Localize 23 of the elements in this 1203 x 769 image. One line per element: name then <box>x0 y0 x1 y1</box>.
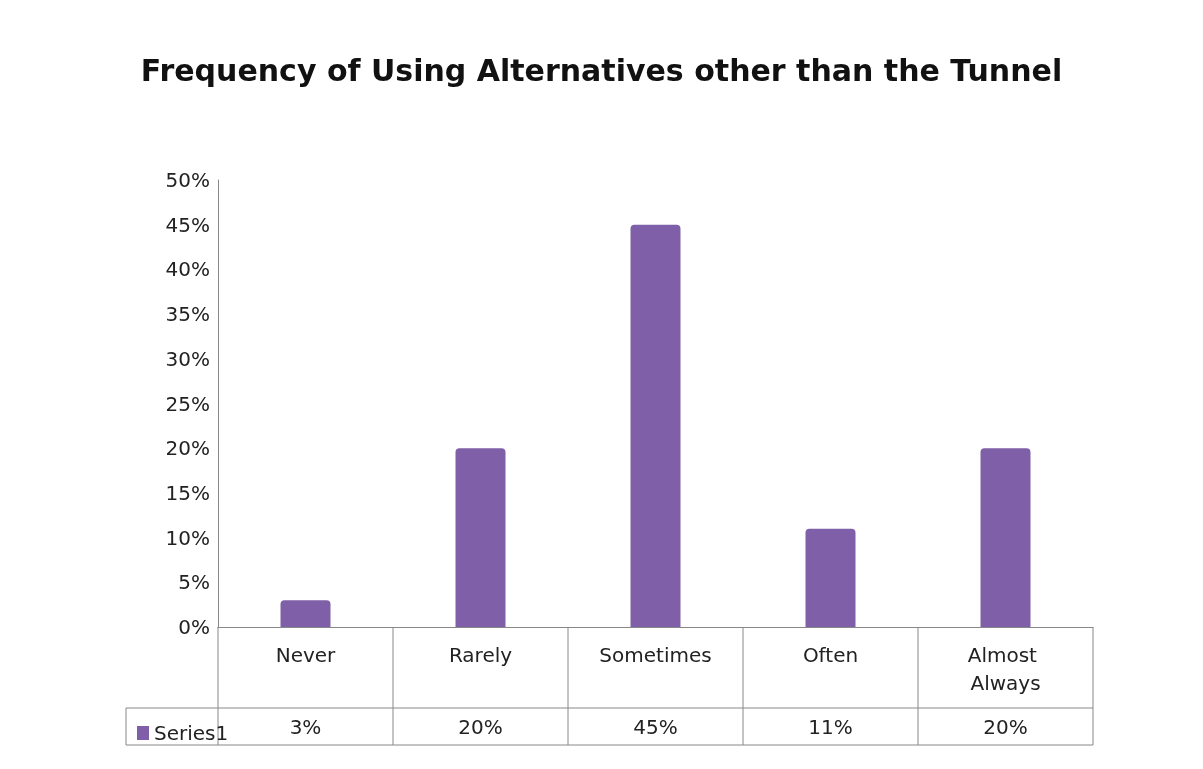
data-label: 20% <box>983 714 1028 739</box>
data-label: 11% <box>808 714 853 739</box>
y-tick-label: 0% <box>178 615 210 639</box>
data-label: 45% <box>633 714 678 739</box>
y-tick-label: 40% <box>165 257 210 282</box>
y-tick-label: 25% <box>165 391 210 416</box>
y-tick-label: 20% <box>165 436 210 461</box>
x-tick-label: Often <box>802 643 859 667</box>
y-tick-label: 5% <box>178 570 210 595</box>
data-label: 3% <box>289 714 322 739</box>
y-tick-label: 45% <box>165 212 210 237</box>
y-tick-label: 35% <box>165 302 210 327</box>
x-tick-label: Sometimes <box>599 643 712 667</box>
y-tick-label: 30% <box>165 346 210 371</box>
x-tick-label: Almost Always <box>967 643 1044 695</box>
x-tick-label: Rarely <box>448 643 513 667</box>
data-label: 20% <box>458 714 503 739</box>
y-tick-label: 15% <box>165 480 210 505</box>
y-tick-label: 10% <box>165 525 210 550</box>
y-tick-label: 50% <box>165 168 210 192</box>
chart-title: Frequency of Using Alternatives other than the Tunnel <box>140 52 1063 88</box>
x-tick-label: Never <box>275 643 337 667</box>
legend-label: Series1 <box>154 721 229 745</box>
